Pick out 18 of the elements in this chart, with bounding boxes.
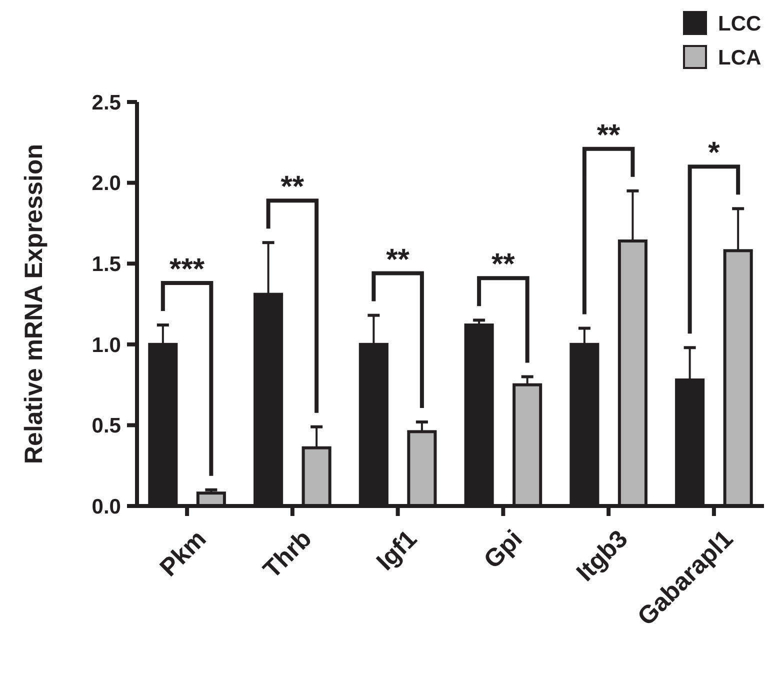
y-tick-label: 0.0 bbox=[92, 495, 121, 518]
y-tick-label: 1.0 bbox=[92, 334, 121, 357]
annotation: ** bbox=[280, 170, 304, 204]
y-tick-label: 0.5 bbox=[92, 414, 122, 438]
annotation: ** bbox=[492, 248, 516, 282]
annotation: *** bbox=[170, 253, 205, 286]
y-axis-title: Relative mRNA Expression bbox=[20, 144, 48, 464]
annotation: ** bbox=[596, 118, 621, 152]
y-tick-label: 2.5 bbox=[92, 91, 122, 114]
annotation: * bbox=[708, 136, 720, 170]
y-tick-label: 2.0 bbox=[92, 172, 121, 196]
legend-label: LCC bbox=[718, 12, 762, 36]
legend-label: LCA bbox=[718, 46, 762, 70]
y-tick-label: 1.5 bbox=[92, 252, 122, 276]
x-tick-label: Thrb bbox=[258, 524, 318, 584]
x-tick-label: Gpi bbox=[478, 524, 528, 574]
x-tick-label: Igf1 bbox=[371, 524, 422, 576]
annotation: ** bbox=[386, 243, 410, 276]
